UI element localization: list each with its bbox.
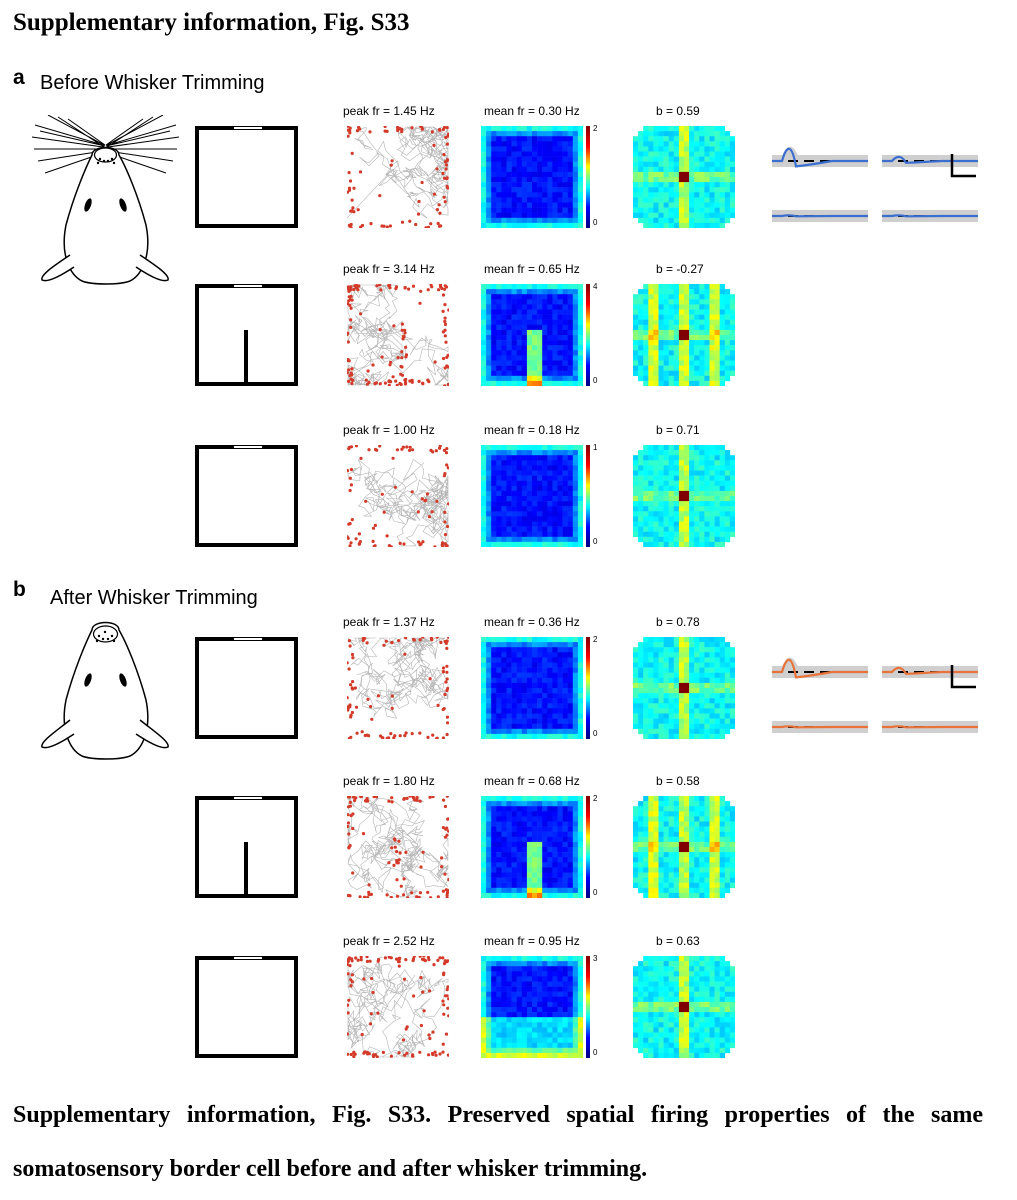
mean-rate-label: mean fr = 0.36 Hz: [484, 615, 580, 629]
arena-partition-wall: [244, 842, 248, 894]
arena-schematic: [195, 284, 298, 386]
border-score-label: b = 0.59: [656, 104, 700, 118]
peak-rate-label: peak fr = 1.45 Hz: [343, 104, 435, 118]
trajectory-spike-plot: [347, 796, 449, 898]
firing-rate-map: [481, 126, 583, 228]
colorbar-min-label: 0: [593, 729, 598, 738]
arena-door: [234, 445, 262, 449]
colorbar-max-label: 2: [593, 794, 598, 803]
trajectory-spike-plot: [347, 126, 449, 228]
spike-waveforms: [772, 146, 978, 222]
colorbar-max-label: 1: [593, 443, 598, 452]
firing-rate-map: [481, 796, 583, 898]
arena-door: [234, 637, 262, 641]
colorbar: [586, 445, 590, 547]
spatial-autocorrelogram: [633, 956, 735, 1058]
figure-caption: Supplementary information, Fig. S33. Pre…: [13, 1102, 983, 1182]
colorbar: [586, 284, 590, 386]
spatial-autocorrelogram: [633, 126, 735, 228]
peak-rate-label: peak fr = 1.37 Hz: [343, 615, 435, 629]
colorbar: [586, 956, 590, 1058]
spatial-autocorrelogram: [633, 637, 735, 739]
peak-rate-label: peak fr = 3.14 Hz: [343, 262, 435, 276]
arena-schematic: [195, 445, 298, 547]
border-score-label: b = 0.58: [656, 774, 700, 788]
colorbar-min-label: 0: [593, 1048, 598, 1057]
arena-door: [234, 284, 262, 288]
colorbar: [586, 126, 590, 228]
trajectory-spike-plot: [347, 445, 449, 547]
arena-door: [234, 126, 262, 130]
colorbar-max-label: 4: [593, 282, 598, 291]
colorbar-max-label: 2: [593, 635, 598, 644]
border-score-label: b = 0.63: [656, 934, 700, 948]
panel-b-title: After Whisker Trimming: [50, 587, 258, 609]
rat-trimmed-drawing: [41, 621, 169, 760]
rat-with-whiskers-drawing: [31, 115, 180, 285]
spike-waveforms: [772, 657, 978, 733]
arena-schematic: [195, 796, 298, 898]
firing-rate-map: [481, 956, 583, 1058]
spatial-autocorrelogram: [633, 445, 735, 547]
border-score-label: b = 0.71: [656, 423, 700, 437]
colorbar: [586, 796, 590, 898]
border-score-label: b = 0.78: [656, 615, 700, 629]
spatial-autocorrelogram: [633, 284, 735, 386]
mean-rate-label: mean fr = 0.95 Hz: [484, 934, 580, 948]
firing-rate-map: [481, 284, 583, 386]
peak-rate-label: peak fr = 2.52 Hz: [343, 934, 435, 948]
colorbar: [586, 637, 590, 739]
colorbar-min-label: 0: [593, 888, 598, 897]
border-score-label: b = -0.27: [656, 262, 704, 276]
firing-rate-map: [481, 445, 583, 547]
colorbar-max-label: 3: [593, 954, 598, 963]
arena-door: [234, 796, 262, 800]
colorbar-max-label: 2: [593, 124, 598, 133]
trajectory-spike-plot: [347, 637, 449, 739]
mean-rate-label: mean fr = 0.18 Hz: [484, 423, 580, 437]
arena-door: [234, 956, 262, 960]
peak-rate-label: peak fr = 1.00 Hz: [343, 423, 435, 437]
arena-schematic: [195, 126, 298, 228]
panel-b-label: b: [13, 578, 26, 601]
colorbar-min-label: 0: [593, 376, 598, 385]
peak-rate-label: peak fr = 1.80 Hz: [343, 774, 435, 788]
colorbar-min-label: 0: [593, 537, 598, 546]
arena-schematic: [195, 637, 298, 739]
arena-partition-wall: [244, 330, 248, 382]
arena-schematic: [195, 956, 298, 1058]
colorbar-min-label: 0: [593, 218, 598, 227]
firing-rate-map: [481, 637, 583, 739]
mean-rate-label: mean fr = 0.68 Hz: [484, 774, 580, 788]
trajectory-spike-plot: [347, 956, 449, 1058]
figure-header: Supplementary information, Fig. S33: [13, 9, 410, 36]
mean-rate-label: mean fr = 0.30 Hz: [484, 104, 580, 118]
panel-a-label: a: [13, 66, 25, 89]
trajectory-spike-plot: [347, 284, 449, 386]
spatial-autocorrelogram: [633, 796, 735, 898]
mean-rate-label: mean fr = 0.65 Hz: [484, 262, 580, 276]
panel-a-title: Before Whisker Trimming: [40, 72, 265, 94]
